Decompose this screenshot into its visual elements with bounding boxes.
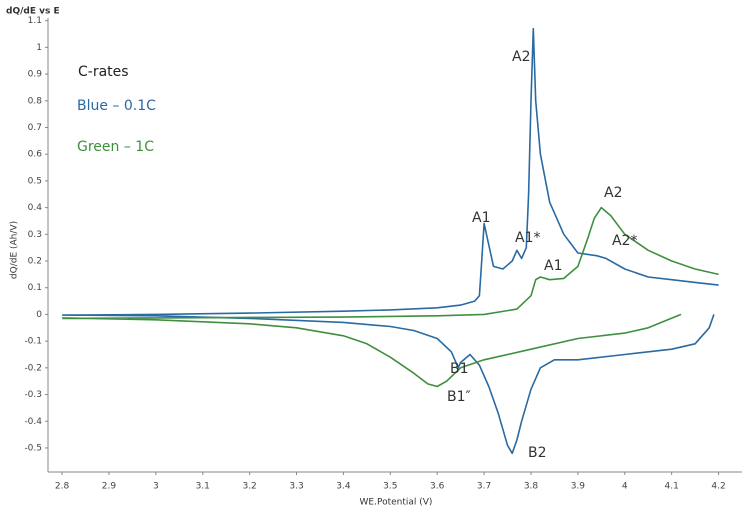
x-tick-label: 3.5 [383, 482, 397, 492]
y-tick-label: -0.1 [24, 337, 42, 347]
peak-label: A2* [612, 233, 637, 249]
peak-label: A1 [544, 258, 562, 274]
y-tick-label: 1 [36, 43, 42, 53]
x-tick-label: 4.2 [711, 482, 725, 492]
y-tick-label: 0.5 [28, 176, 42, 186]
y-tick-label: -0.3 [24, 390, 42, 400]
y-tick-label: 1.1 [28, 16, 42, 26]
x-axis-title: WE.Potential (V) [360, 498, 433, 508]
y-tick-label: 0.1 [28, 283, 42, 293]
y-axis-title: dQ/dE (Ah/V) [10, 221, 20, 279]
y-tick-label: 0.6 [28, 150, 43, 160]
x-tick-label: 3.9 [571, 482, 586, 492]
legend-label: Blue – 0.1C [77, 98, 156, 114]
x-tick-label: 3.4 [336, 482, 351, 492]
y-tick-label: 0 [36, 310, 42, 320]
x-tick-label: 2.8 [55, 482, 70, 492]
series-line [62, 27, 719, 455]
series-line [62, 206, 719, 388]
peak-label: B1″ [447, 389, 471, 405]
peak-label: B1 [450, 361, 469, 377]
x-tick-label: 4.1 [664, 482, 678, 492]
peak-label: A2 [604, 185, 622, 201]
peak-label: B2 [528, 445, 547, 461]
y-tick-label: -0.4 [24, 417, 42, 427]
y-tick-label: 0.3 [28, 230, 42, 240]
peak-label: A2 [512, 49, 530, 65]
y-tick-label: 0.4 [28, 203, 43, 213]
y-tick-label: 0.2 [28, 257, 42, 267]
y-tick-label: -0.2 [24, 363, 42, 373]
peak-label: A1 [472, 210, 490, 226]
x-tick-label: 3.6 [430, 482, 445, 492]
x-tick-label: 3.7 [477, 482, 491, 492]
x-tick-label: 4 [622, 482, 628, 492]
x-tick-label: 3.8 [524, 482, 539, 492]
peak-label: A1* [515, 230, 540, 246]
x-tick-label: 3.3 [289, 482, 303, 492]
y-tick-label: 0.8 [28, 96, 43, 106]
x-tick-label: 3.1 [196, 482, 210, 492]
y-tick-label: -0.5 [24, 443, 42, 453]
chart-title: dQ/dE vs E [6, 7, 60, 17]
x-tick-label: 3.2 [242, 482, 256, 492]
x-tick-label: 2.9 [102, 482, 117, 492]
x-tick-label: 3 [153, 482, 159, 492]
legend-title: C-rates [78, 64, 129, 80]
y-tick-label: 0.9 [28, 70, 43, 80]
legend-label: Green – 1C [77, 139, 154, 155]
y-tick-label: 0.7 [28, 123, 42, 133]
